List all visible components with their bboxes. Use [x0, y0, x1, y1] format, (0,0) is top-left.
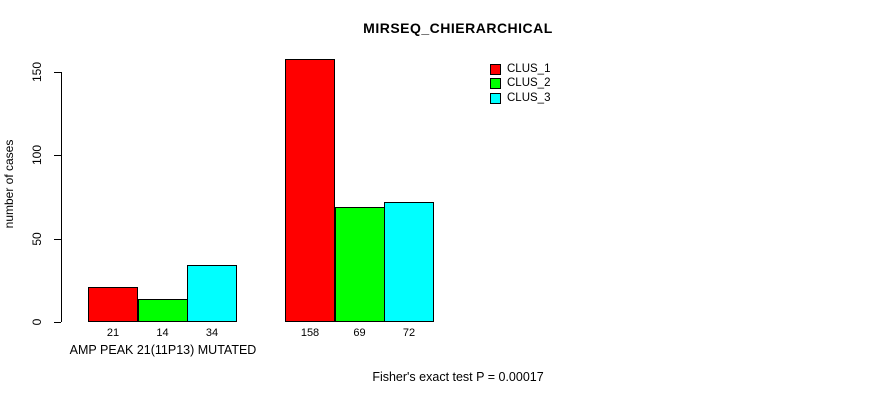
legend-label: CLUS_3	[507, 91, 551, 104]
y-tick-label: 50	[30, 231, 44, 246]
y-tick-mark	[54, 238, 61, 240]
legend: CLUS_1 CLUS_2 CLUS_3	[490, 63, 551, 107]
chart-title: MIRSEQ_CHIERARCHICAL	[363, 20, 553, 36]
bar-clus_3-group2	[384, 202, 434, 322]
legend-swatch	[490, 78, 501, 90]
bar-value-label: 21	[106, 327, 120, 339]
bar-value-label: 72	[402, 327, 416, 339]
bar-value-label: 14	[156, 327, 169, 339]
y-tick-label: 150	[30, 61, 44, 83]
y-tick-mark	[54, 155, 61, 157]
y-axis-line	[61, 72, 62, 322]
legend-swatch	[490, 64, 501, 75]
legend-item: CLUS_3	[490, 91, 551, 104]
bar-value-label: 158	[300, 327, 320, 339]
bar-clus_1-group1	[88, 287, 138, 322]
legend-item: CLUS_1	[490, 63, 551, 75]
footer-note: Fisher's exact test P = 0.00017	[372, 370, 544, 384]
y-tick-mark	[54, 72, 61, 73]
legend-item: CLUS_2	[490, 77, 551, 90]
y-tick-label: 0	[30, 318, 44, 326]
bar-value-label: 69	[353, 327, 366, 339]
bar-clus_3-group1	[187, 265, 237, 322]
y-tick-mark	[54, 322, 61, 323]
legend-label: CLUS_1	[507, 63, 551, 75]
bar-clus_1-group2	[285, 58, 335, 322]
bar-clus_2-group1	[137, 298, 188, 322]
y-tick-label: 100	[30, 145, 44, 166]
y-axis-label: number of cases	[2, 139, 16, 229]
legend-swatch	[490, 92, 501, 104]
legend-label: CLUS_2	[507, 77, 551, 90]
x-category-label: AMP PEAK 21(11P13) MUTATED	[69, 343, 257, 357]
bar-value-label: 34	[205, 327, 219, 339]
bar-clus_2-group2	[334, 207, 385, 322]
